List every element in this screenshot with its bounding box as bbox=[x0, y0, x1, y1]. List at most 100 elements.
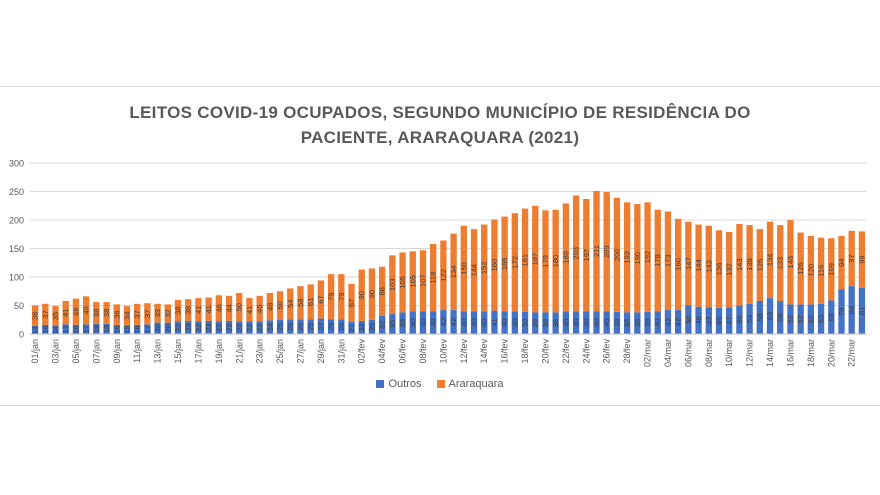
bar-outros bbox=[817, 303, 825, 334]
data-label-outros: 16 bbox=[71, 325, 80, 333]
bar-outros bbox=[797, 304, 804, 334]
bar-outros bbox=[144, 324, 151, 334]
bar-outros bbox=[695, 306, 702, 334]
bar-outros bbox=[409, 311, 416, 334]
bar-araraquara bbox=[491, 219, 498, 311]
data-label-araraquara: 38 bbox=[174, 306, 183, 314]
bar-outros bbox=[215, 321, 222, 334]
data-label-araraquara: 33 bbox=[153, 309, 162, 317]
data-label-araraquara: 32 bbox=[163, 309, 172, 317]
bar-araraquara bbox=[256, 295, 263, 322]
bar-araraquara bbox=[848, 230, 855, 287]
data-label-outros: 40 bbox=[653, 318, 662, 326]
bar-outros bbox=[593, 311, 600, 334]
data-label-outros: 16 bbox=[133, 325, 142, 333]
x-tick-label: 09/jan bbox=[112, 339, 122, 364]
bar-outros bbox=[276, 319, 284, 334]
bar-outros bbox=[185, 320, 192, 334]
data-label-araraquara: 144 bbox=[470, 264, 479, 277]
data-label-outros: 40 bbox=[500, 318, 509, 326]
legend-swatch-outros bbox=[376, 380, 385, 389]
x-tick-label: 07/jan bbox=[91, 339, 101, 364]
x-tick-label: 23/jan bbox=[255, 339, 265, 364]
bar-outros bbox=[93, 323, 100, 334]
bar-araraquara bbox=[185, 299, 192, 321]
data-label-araraquara: 103 bbox=[388, 278, 397, 291]
data-label-araraquara: 79 bbox=[337, 292, 346, 300]
bar-araraquara bbox=[287, 288, 294, 320]
data-label-outros: 25 bbox=[367, 323, 376, 331]
bar-outros bbox=[481, 311, 488, 334]
data-label-araraquara: 109 bbox=[827, 263, 836, 276]
data-label-araraquara: 61 bbox=[306, 298, 315, 306]
bar-araraquara bbox=[358, 269, 365, 321]
data-label-outros: 40 bbox=[572, 318, 581, 326]
bar-outros bbox=[358, 320, 365, 334]
bar-outros bbox=[736, 305, 743, 334]
bar-outros bbox=[225, 320, 233, 334]
data-label-araraquara: 50 bbox=[235, 303, 244, 311]
data-label-araraquara: 173 bbox=[663, 254, 672, 267]
bar-araraquara bbox=[695, 224, 702, 307]
bar-outros bbox=[766, 298, 774, 334]
x-tick-label: 02/mar bbox=[643, 339, 653, 367]
x-tick-label: 05/jan bbox=[71, 339, 81, 364]
data-label-outros: 17 bbox=[82, 325, 91, 333]
data-label-araraquara: 41 bbox=[204, 305, 213, 313]
chart-title: LEITOS COVID-19 OCUPADOS, SEGUNDO MUNICÍ… bbox=[0, 100, 880, 150]
bar-outros bbox=[113, 324, 120, 334]
bar-araraquara bbox=[746, 225, 753, 304]
bar-outros bbox=[532, 312, 539, 334]
data-label-outros: 26 bbox=[286, 322, 295, 330]
bar-araraquara bbox=[144, 303, 151, 325]
data-label-araraquara: 97 bbox=[847, 254, 856, 262]
bar-araraquara bbox=[838, 235, 845, 290]
bar-outros bbox=[236, 321, 243, 334]
bar-outros bbox=[511, 311, 519, 334]
data-label-araraquara: 138 bbox=[745, 258, 754, 271]
bar-outros bbox=[644, 311, 651, 334]
data-label-outros: 40 bbox=[602, 318, 611, 326]
bar-outros bbox=[562, 311, 570, 334]
bar-araraquara bbox=[113, 304, 120, 325]
bar-araraquara bbox=[777, 225, 784, 301]
data-label-outros: 50 bbox=[735, 316, 744, 324]
data-label-araraquara: 49 bbox=[82, 306, 91, 314]
bar-araraquara bbox=[450, 233, 457, 311]
bar-outros bbox=[399, 312, 406, 334]
data-label-outros: 27 bbox=[316, 322, 325, 330]
bar-araraquara bbox=[205, 297, 212, 321]
data-label-outros: 20 bbox=[163, 324, 172, 332]
bar-outros bbox=[552, 312, 559, 334]
bar-araraquara bbox=[123, 306, 131, 326]
y-tick-label: 100 bbox=[9, 273, 24, 283]
bar-outros bbox=[491, 310, 498, 334]
data-label-outros: 52 bbox=[806, 315, 815, 323]
data-label-araraquara: 143 bbox=[704, 260, 713, 273]
x-tick-label: 17/jan bbox=[193, 339, 203, 364]
data-label-outros: 26 bbox=[306, 322, 315, 330]
data-label-araraquara: 133 bbox=[776, 257, 785, 270]
data-label-outros: 22 bbox=[245, 324, 254, 332]
data-label-outros: 16 bbox=[112, 325, 121, 333]
bar-outros bbox=[705, 307, 712, 334]
data-label-outros: 40 bbox=[408, 318, 417, 326]
x-tick-label: 12/mar bbox=[745, 339, 755, 367]
bar-araraquara bbox=[307, 284, 314, 320]
bar-outros bbox=[654, 311, 661, 334]
data-label-outros: 38 bbox=[531, 319, 540, 327]
data-label-outros: 16 bbox=[41, 325, 50, 333]
x-tick-label: 19/jan bbox=[214, 339, 224, 364]
bar-outros bbox=[62, 324, 69, 334]
bar-araraquara bbox=[521, 208, 529, 312]
data-label-araraquara: 152 bbox=[480, 262, 489, 275]
x-tick-label: 31/jan bbox=[336, 339, 346, 364]
data-label-outros: 23 bbox=[357, 323, 366, 331]
data-label-outros: 17 bbox=[61, 325, 70, 333]
x-tick-label: 15/jan bbox=[173, 339, 183, 364]
data-label-araraquara: 35 bbox=[51, 312, 60, 320]
bar-araraquara bbox=[154, 303, 161, 323]
data-label-araraquara: 41 bbox=[245, 306, 254, 314]
data-label-araraquara: 209 bbox=[602, 245, 611, 258]
data-label-araraquara: 37 bbox=[41, 310, 50, 318]
